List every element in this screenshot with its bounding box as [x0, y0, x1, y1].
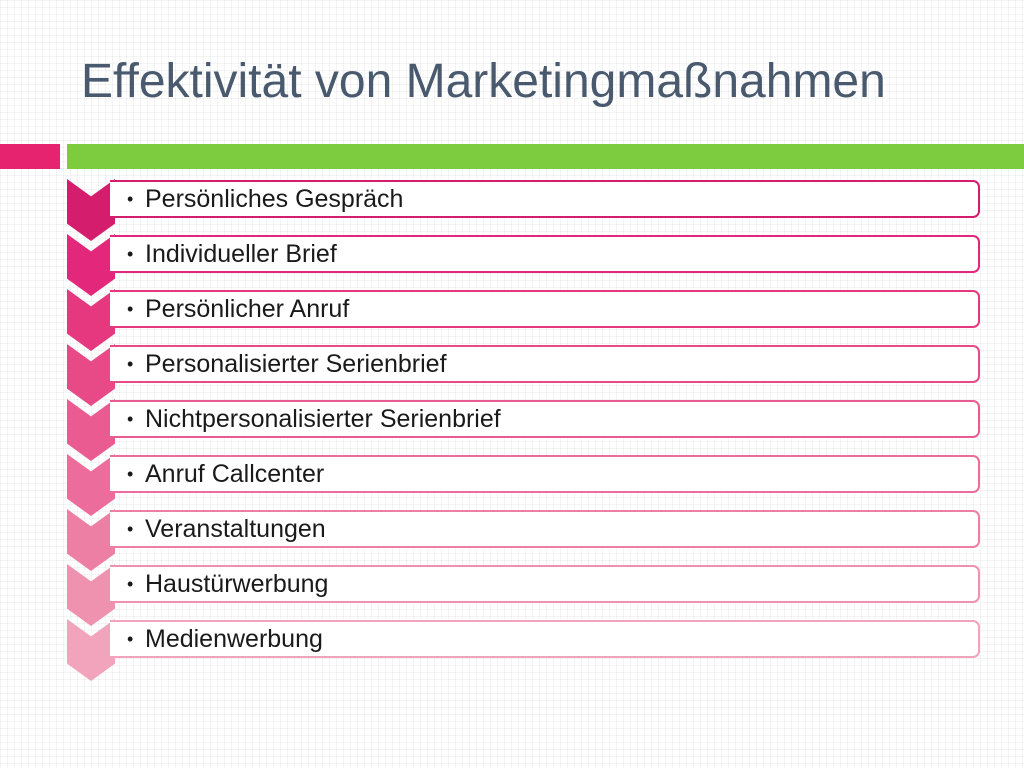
bullet-icon: •: [127, 353, 134, 374]
list-item: • Medienwerbung: [110, 620, 980, 658]
bullet-icon: •: [127, 408, 134, 429]
list-item-label: Personalisierter Serienbrief: [145, 349, 447, 378]
bullet-icon: •: [127, 463, 134, 484]
list-item-label: Persönliches Gespräch: [145, 184, 404, 213]
list-item: • Anruf Callcenter: [110, 455, 980, 493]
list-item: • Individueller Brief: [110, 235, 980, 273]
bullet-icon: •: [127, 298, 134, 319]
list-item-label: Individueller Brief: [145, 239, 337, 268]
chevron-7: [67, 509, 115, 571]
chevron-3: [67, 289, 115, 351]
accent-bar-green: [67, 144, 1024, 169]
chevron-1: [67, 179, 115, 241]
list-item-label: Haustürwerbung: [145, 569, 329, 598]
chevron-8: [67, 564, 115, 626]
list-item-label: Anruf Callcenter: [145, 459, 325, 488]
chevron-4: [67, 344, 115, 406]
list-item-label: Medienwerbung: [145, 624, 323, 653]
bullet-icon: •: [127, 243, 134, 264]
slide-title: Effektivität von Marketingmaßnahmen: [81, 55, 886, 108]
chevron-5: [67, 399, 115, 461]
bullet-icon: •: [127, 573, 134, 594]
bullet-icon: •: [127, 188, 134, 209]
list-item-label: Persönlicher Anruf: [145, 294, 350, 323]
list-item-label: Nichtpersonalisierter Serienbrief: [145, 404, 501, 433]
list-item-label: Veranstaltungen: [145, 514, 326, 543]
accent-bar-pink: [0, 144, 60, 169]
list-item: • Haustürwerbung: [110, 565, 980, 603]
list-item: • Persönlicher Anruf: [110, 290, 980, 328]
chevron-6: [67, 454, 115, 516]
chevron-2: [67, 234, 115, 296]
list-item: • Nichtpersonalisierter Serienbrief: [110, 400, 980, 438]
list-item: • Veranstaltungen: [110, 510, 980, 548]
list-item: • Personalisierter Serienbrief: [110, 345, 980, 383]
bullet-icon: •: [127, 518, 134, 539]
chevron-9: [67, 619, 115, 681]
bullet-icon: •: [127, 628, 134, 649]
list-item: • Persönliches Gespräch: [110, 180, 980, 218]
